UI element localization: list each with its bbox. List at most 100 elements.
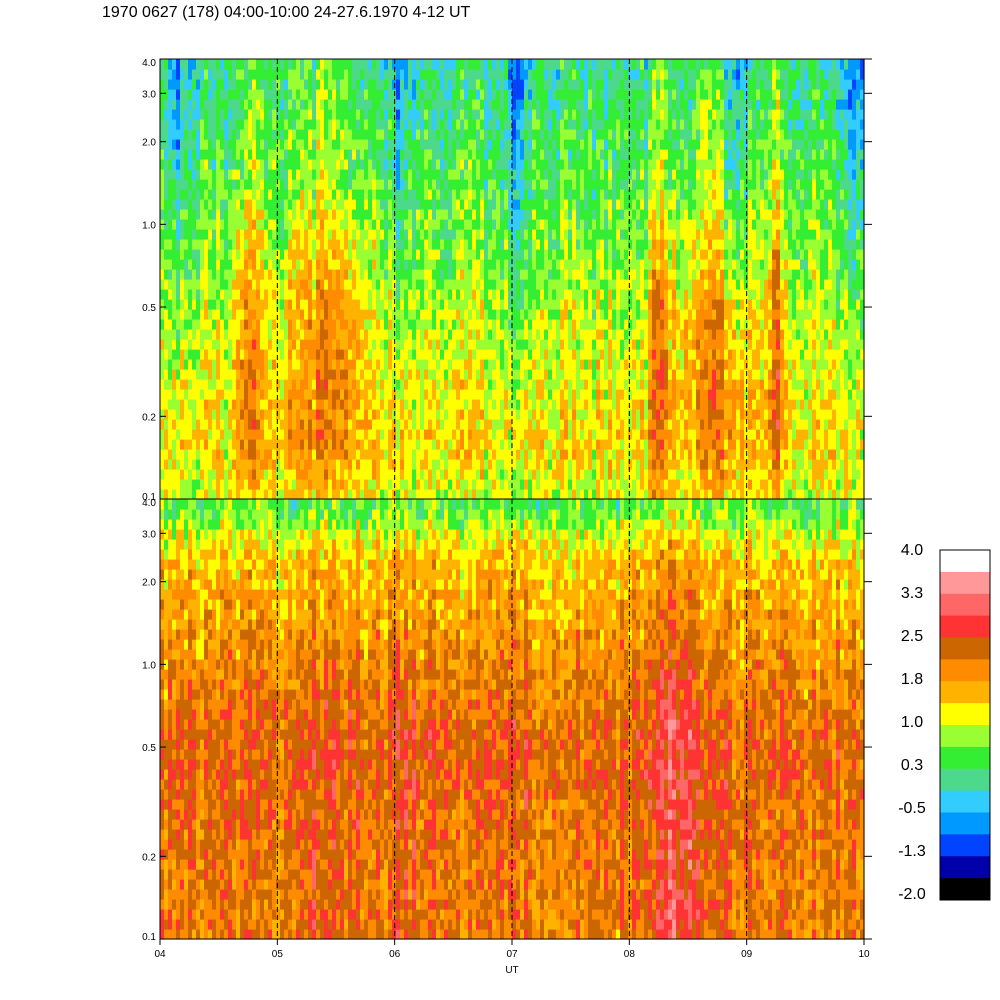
upper-cell [508, 349, 513, 360]
upper-cell [252, 439, 257, 450]
upper-cell [312, 289, 317, 300]
upper-cell [224, 429, 229, 440]
upper-cell [552, 159, 557, 170]
upper-cell [468, 309, 473, 320]
upper-cell [380, 179, 385, 190]
upper-cell [296, 209, 301, 220]
upper-cell [256, 239, 261, 250]
upper-cell [284, 429, 289, 440]
upper-cell [284, 379, 289, 390]
upper-cell [584, 459, 589, 470]
upper-cell [240, 269, 245, 280]
upper-cell [184, 329, 189, 340]
upper-cell [340, 239, 345, 250]
upper-cell [328, 139, 333, 150]
upper-cell [344, 109, 349, 120]
upper-cell [448, 259, 453, 270]
upper-cell [340, 229, 345, 240]
upper-cell [548, 239, 553, 250]
upper-cell [252, 399, 257, 410]
upper-cell [424, 349, 429, 360]
upper-cell [524, 69, 529, 80]
upper-cell [452, 149, 457, 160]
upper-cell [596, 299, 601, 310]
upper-cell [568, 79, 573, 90]
upper-cell [476, 349, 481, 360]
upper-cell [384, 259, 389, 270]
upper-cell [304, 419, 309, 430]
upper-cell [440, 339, 445, 350]
upper-cell [484, 169, 489, 180]
upper-cell [248, 489, 253, 500]
upper-cell [484, 389, 489, 400]
upper-cell [328, 349, 333, 360]
upper-cell [548, 439, 553, 450]
upper-cell [560, 219, 565, 230]
upper-cell [516, 309, 521, 320]
upper-cell [464, 419, 469, 430]
upper-cell [412, 419, 417, 430]
upper-cell [444, 239, 449, 250]
upper-cell [516, 339, 521, 350]
upper-cell [328, 179, 333, 190]
upper-cell [556, 269, 561, 280]
upper-cell [412, 89, 417, 100]
upper-cell [340, 139, 345, 150]
upper-cell [564, 109, 569, 120]
upper-cell [188, 369, 193, 380]
upper-cell [292, 159, 297, 170]
upper-cell [276, 309, 281, 320]
upper-cell [304, 239, 309, 250]
upper-cell [436, 379, 441, 390]
upper-cell [472, 429, 477, 440]
upper-cell [452, 299, 457, 310]
upper-cell [540, 409, 545, 420]
upper-cell [304, 249, 309, 260]
upper-cell [292, 239, 297, 250]
upper-cell [240, 389, 245, 400]
upper-cell [180, 279, 185, 290]
upper-cell [560, 169, 565, 180]
upper-cell [512, 239, 517, 250]
upper-cell [336, 329, 341, 340]
upper-cell [508, 479, 513, 490]
upper-cell [588, 169, 593, 180]
upper-cell [540, 389, 545, 400]
upper-cell [532, 229, 537, 240]
upper-cell [608, 119, 613, 130]
upper-cell [372, 169, 377, 180]
upper-cell [160, 369, 165, 380]
upper-cell [512, 259, 517, 270]
upper-cell [420, 249, 425, 260]
upper-cell [508, 299, 513, 310]
upper-cell [276, 229, 281, 240]
upper-cell [352, 249, 357, 260]
upper-cell [588, 189, 593, 200]
upper-cell [548, 249, 553, 260]
upper-cell [396, 129, 401, 140]
upper-cell [324, 369, 329, 380]
upper-cell [368, 459, 373, 470]
upper-cell [384, 89, 389, 100]
upper-cell [204, 269, 209, 280]
upper-cell [452, 99, 457, 110]
upper-cell [272, 169, 277, 180]
upper-cell [376, 229, 381, 240]
upper-cell [612, 479, 617, 490]
upper-cell [208, 449, 213, 460]
upper-cell [488, 269, 493, 280]
upper-cell [472, 399, 477, 410]
upper-cell [576, 459, 581, 470]
upper-cell [268, 439, 273, 450]
upper-cell [580, 489, 585, 500]
upper-cell [344, 279, 349, 290]
upper-cell [468, 249, 473, 260]
upper-cell [232, 269, 237, 280]
upper-cell [556, 119, 561, 130]
upper-cell [492, 59, 497, 70]
upper-cell [500, 219, 505, 230]
upper-cell [416, 329, 421, 340]
upper-cell [480, 449, 485, 460]
upper-cell [168, 389, 173, 400]
upper-cell [396, 359, 401, 370]
